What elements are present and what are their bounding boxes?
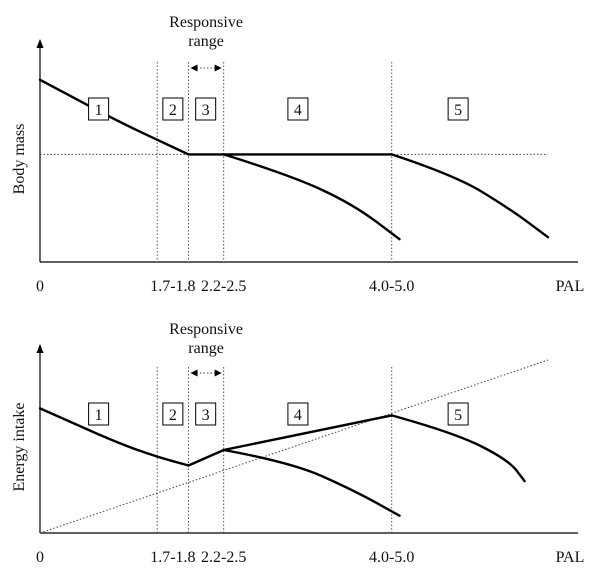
zone-number: 2 [169,102,177,119]
zone-box [287,402,309,426]
y-axis-title: Energy intake [11,402,28,491]
range-arrow-right [214,369,222,377]
zone-box [447,97,469,121]
range-arrow-left [190,369,198,377]
responsive-range-line-2: range [188,340,224,357]
zone-box [287,97,309,121]
zone-number: 4 [294,407,302,424]
zone-number: 3 [202,407,210,424]
zone-number: 1 [95,102,103,119]
zone-label-4: 4 [287,97,309,121]
panel-1: 1 2 3 4 5 Responsive range 0 1.7-1.8 2.2-2.5 4.0-5… [11,14,584,295]
zone-label-2: 2 [162,402,184,426]
zone-number: 5 [454,407,462,424]
x-tick-label: 1.7-1.8 [150,278,195,295]
zone-box [195,402,217,426]
zone-box [88,402,110,426]
range-arrow-left [190,64,198,72]
zone-label-2: 2 [162,97,184,121]
zone-label-3: 3 [195,97,217,121]
series-line-4 [390,153,550,239]
zone-label-1: 1 [88,97,110,121]
zone-number: 3 [202,102,210,119]
zone-number: 1 [95,407,103,424]
responsive-range-line-1: Responsive [169,321,243,338]
y-axis-arrow [36,39,44,48]
responsive-range: Responsive range [169,321,243,377]
x-tick-label: 4.0-5.0 [369,278,414,295]
x-axis-title: PAL [556,278,585,295]
zone-box [195,97,217,121]
range-arrow-right [214,64,222,72]
x-tick-label: 0 [36,549,44,566]
zone-box [162,402,184,426]
x-axis-title: PAL [556,549,585,566]
zone-label-5: 5 [447,97,469,121]
zone-box [447,402,469,426]
x-tick-label: 2.2-2.5 [201,278,246,295]
x-tick-label: 2.2-2.5 [201,549,246,566]
zone-label-5: 5 [447,402,469,426]
zone-box [88,97,110,121]
x-tick-label: 4.0-5.0 [369,549,414,566]
zone-label-4: 4 [287,402,309,426]
series-line-3 [222,153,401,241]
zone-number: 2 [169,407,177,424]
responsive-range-line-1: Responsive [169,14,243,31]
series-line-3 [222,448,401,517]
y-axis-arrow [36,344,44,353]
zone-number: 4 [294,102,302,119]
responsive-range-line-2: range [188,33,224,50]
series-line-4 [390,414,526,483]
panel-2: 1 2 3 4 5 Responsive range 0 1.7-1.8 2.2-2.5 4.0-5… [11,321,584,566]
y-axis-title: Body mass [11,124,28,195]
x-tick-label: 1.7-1.8 [150,549,195,566]
zone-number: 5 [454,102,462,119]
responsive-range: Responsive range [169,14,243,72]
reference-line [39,359,549,534]
series-line-1 [38,78,190,156]
zone-label-1: 1 [88,402,110,426]
x-tick-label: 0 [36,278,44,295]
series-line-1 [38,407,190,467]
zone-label-3: 3 [195,402,217,426]
zone-box [162,97,184,121]
